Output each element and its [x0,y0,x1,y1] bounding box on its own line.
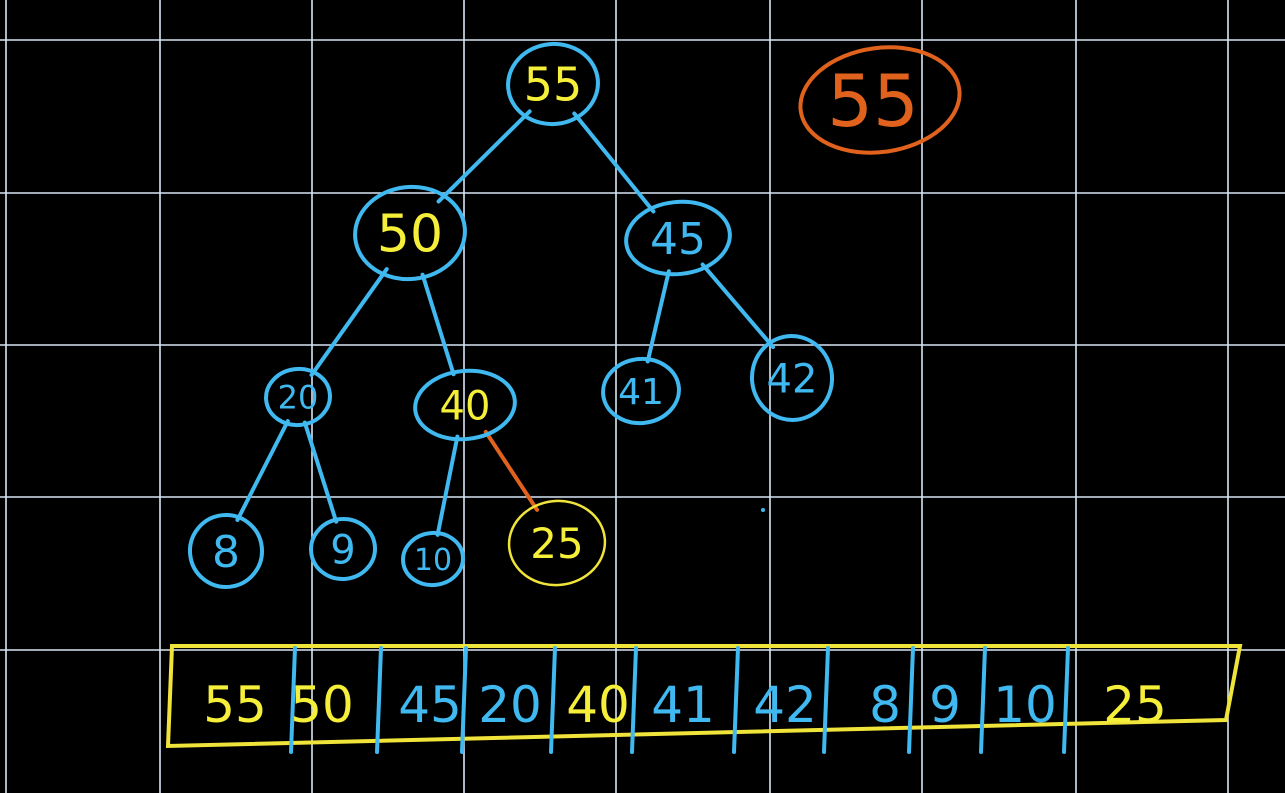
node-ring [749,334,835,422]
array-cell: 41 [651,676,715,734]
tree-node: 25 [507,499,607,587]
tree-node: 50 [353,184,467,282]
tree-edge [235,419,290,523]
tree-node: 20 [264,366,332,428]
array-cell: 10 [993,676,1057,734]
array-cell: 40 [566,676,630,734]
node-ring [507,499,607,587]
node-ring [506,41,600,127]
array-divider [375,646,383,754]
node-label: 42 [767,356,818,402]
stray-dot [761,508,765,512]
array-divider [907,646,915,754]
array-divider [289,646,297,754]
array-cell: 50 [290,676,354,734]
array-divider [549,646,557,754]
node-ring [309,516,377,582]
node-label: 55 [524,58,583,112]
node-ring [353,184,467,282]
tree-node: 9 [309,516,377,582]
tree-node: 8 [188,513,264,589]
array-cell: 20 [478,676,542,734]
tree-node: 55 [506,41,600,127]
array-cell: 55 [203,676,267,734]
node-label: 41 [618,372,664,413]
node-label: 9 [330,527,355,573]
node-ring [188,513,264,589]
removed-value-badge: 55 [798,45,962,155]
array-cell: 25 [1103,676,1167,734]
tree-edge [572,111,656,214]
tree-edge [436,109,532,204]
node-ring [601,356,681,426]
array-cell: 45 [398,676,462,734]
tree-node: 40 [413,368,517,442]
array-divider [822,646,830,754]
node-label: 25 [530,519,583,568]
tree-node: 41 [601,356,681,426]
tree-nodes: 55 50 45 20 40 41 42 8 9 10 25 [188,41,835,589]
node-label: 8 [212,527,240,578]
array-divider [979,646,987,754]
tree-node: 42 [749,334,835,422]
tree-edge [435,434,460,537]
removed-value-label: 55 [827,59,919,143]
node-label: 20 [278,379,319,417]
tree-edges [235,109,776,537]
array-cell: 42 [753,676,817,734]
node-label: 10 [414,543,452,578]
tree-edge [700,262,776,350]
heap-array-box [165,644,1243,749]
tree-edge [302,420,339,524]
tree-edge [483,429,540,512]
node-ring [413,368,517,442]
array-divider [460,646,468,754]
node-label: 45 [650,214,706,265]
tree-node: 45 [624,199,732,277]
tree-edge [645,269,671,364]
removed-value-ring [798,45,962,155]
array-divider [630,646,638,754]
node-ring [264,366,332,428]
array-divider [1062,646,1070,754]
heap-array: 55 50 45 20 40 41 42 8 9 10 25 [165,644,1243,754]
tree-edge [420,272,456,377]
array-divider [732,646,740,754]
node-label: 50 [377,205,443,265]
tree-node: 10 [401,530,465,588]
array-cell: 8 [869,676,901,734]
tree-edge [309,267,389,378]
array-cell: 9 [929,676,961,734]
node-ring [624,199,732,277]
node-label: 40 [440,383,491,429]
node-ring [401,530,465,588]
